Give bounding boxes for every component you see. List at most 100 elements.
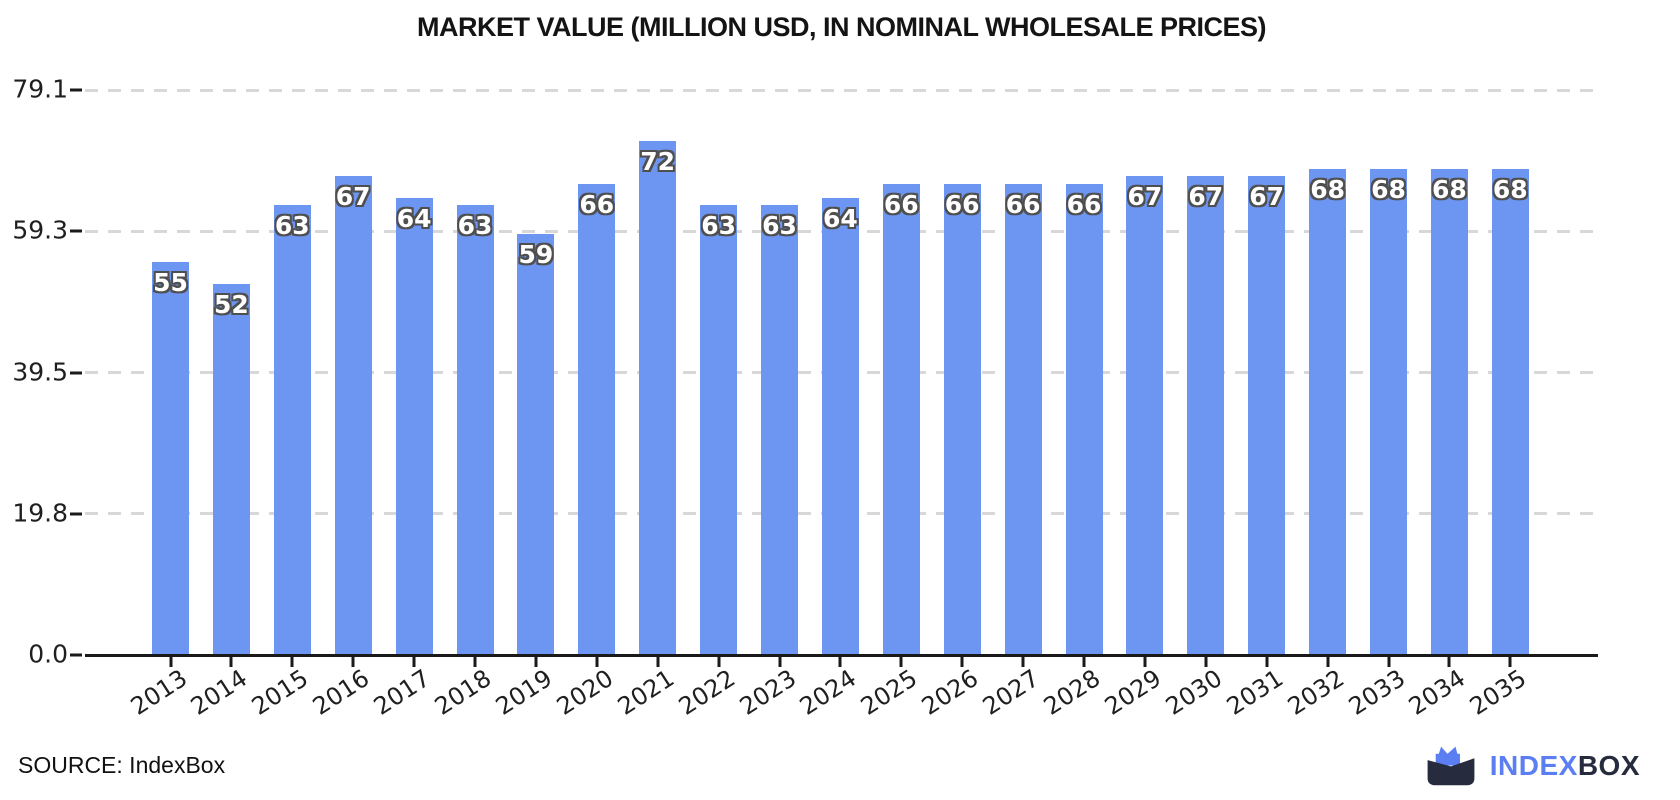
x-axis-tick	[838, 657, 842, 667]
bar	[395, 197, 433, 655]
y-tick-label: 39.5	[12, 357, 68, 387]
bar-value-label: 64	[396, 203, 432, 233]
x-tick-label: 2030	[1160, 664, 1228, 721]
x-axis-tick	[412, 657, 416, 667]
x-axis-tick	[534, 657, 538, 667]
x-tick-label: 2018	[429, 664, 497, 721]
x-axis-tick	[1387, 657, 1390, 667]
x-tick-label: 2022	[673, 664, 740, 721]
x-tick-label: 2014	[186, 664, 253, 721]
x-tick-label: 2023	[734, 664, 801, 721]
y-tick-label: 0.0	[28, 639, 68, 669]
x-tick-label: 2026	[916, 664, 984, 721]
x-tick-label: 2034	[1404, 664, 1471, 721]
bar-value-label: 63	[457, 211, 493, 240]
x-tick-label: 2035	[1465, 664, 1532, 721]
y-axis-tick	[70, 371, 82, 375]
x-tick-label: 2019	[490, 664, 558, 721]
bar	[152, 262, 189, 655]
bar-value-label: 67	[335, 182, 371, 212]
x-axis-tick	[290, 657, 294, 667]
logo-text-box: BOX	[1577, 749, 1640, 781]
y-tick-label: 19.8	[12, 497, 68, 527]
bar-value-label: 67	[1249, 182, 1285, 212]
x-axis-tick	[351, 657, 355, 667]
x-axis-tick	[1508, 657, 1512, 667]
y-axis-tick	[70, 88, 82, 92]
y-tick-label: 79.1	[12, 74, 68, 104]
bar-value-label: 66	[1005, 189, 1041, 219]
bar-value-label: 66	[944, 189, 980, 219]
x-axis-tick	[778, 657, 781, 667]
x-axis-tick	[1447, 657, 1451, 667]
y-tick-label: 59.3	[12, 215, 68, 245]
bar-value-label: 64	[822, 203, 858, 233]
bar	[761, 205, 798, 655]
x-axis-tick	[960, 657, 964, 667]
x-tick-label: 2028	[1038, 664, 1106, 721]
x-tick-label: 2032	[1282, 664, 1349, 721]
bar	[456, 205, 494, 655]
x-tick-label: 2031	[1221, 664, 1288, 721]
x-tick-label: 2021	[612, 664, 679, 721]
bar	[334, 176, 372, 655]
bar-value-label: 67	[1188, 182, 1224, 212]
bar-value-label: 55	[153, 268, 188, 298]
bar	[1004, 183, 1042, 655]
x-axis-tick	[1265, 657, 1269, 667]
gridline	[85, 88, 1598, 92]
x-tick-label: 2033	[1343, 664, 1410, 721]
bar	[943, 183, 981, 655]
x-axis-tick	[656, 657, 660, 667]
bar	[517, 233, 555, 655]
bar	[273, 205, 311, 655]
indexbox-logo: INDEXBOX	[1424, 742, 1640, 789]
bar-value-label: 63	[274, 211, 310, 240]
x-axis-tick	[169, 657, 172, 667]
x-axis-tick	[1143, 657, 1147, 667]
logo-text-index: INDEX	[1489, 749, 1578, 781]
bar-value-label: 66	[579, 189, 615, 219]
bar	[1430, 169, 1468, 655]
bar	[578, 183, 616, 655]
x-tick-label: 2025	[856, 664, 923, 721]
y-axis-tick	[70, 229, 82, 233]
bar	[1370, 169, 1407, 655]
x-axis-tick	[899, 657, 903, 667]
bar-value-label: 66	[883, 189, 919, 219]
bar	[1187, 176, 1225, 655]
x-axis-tick	[1021, 657, 1025, 667]
x-tick-label: 2015	[247, 664, 314, 721]
bar-value-label: 68	[1492, 175, 1528, 205]
bar-value-label: 68	[1310, 175, 1345, 205]
x-axis-tick	[1082, 657, 1086, 667]
bar-value-label: 59	[518, 239, 554, 269]
x-tick-label: 2024	[795, 664, 862, 721]
bar	[700, 205, 738, 655]
x-tick-label: 2013	[125, 664, 192, 721]
bar-value-label: 66	[1066, 189, 1102, 219]
x-axis-tick	[229, 657, 233, 667]
bar	[821, 197, 859, 655]
x-axis-tick	[1204, 657, 1208, 667]
bar-value-label: 63	[701, 211, 736, 240]
x-tick-label: 2027	[977, 664, 1045, 721]
bar	[1248, 176, 1286, 655]
indexbox-wordmark: INDEXBOX	[1490, 750, 1640, 782]
x-axis-tick	[473, 657, 477, 667]
x-tick-label: 2017	[368, 664, 436, 721]
x-axis-tick	[1326, 657, 1330, 667]
x-axis-tick	[595, 657, 599, 667]
bar-value-label: 63	[762, 211, 797, 240]
x-axis-tick	[717, 657, 721, 667]
bar	[639, 140, 677, 655]
bar	[1309, 169, 1347, 655]
bar-value-label: 67	[1127, 182, 1163, 212]
y-axis-tick	[70, 653, 82, 657]
indexbox-cat-box-icon	[1424, 742, 1478, 789]
x-tick-label: 2029	[1099, 664, 1167, 721]
bar-value-label: 52	[213, 289, 249, 319]
bar-value-label: 68	[1431, 175, 1467, 205]
bar	[212, 283, 250, 655]
